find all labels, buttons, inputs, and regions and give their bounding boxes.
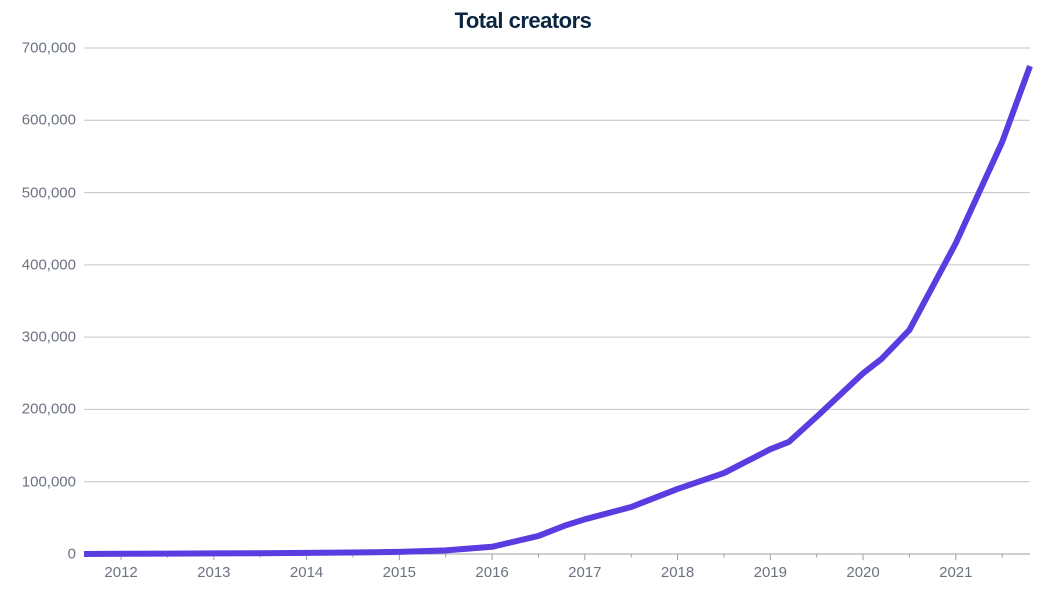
y-tick-label: 700,000: [22, 40, 76, 57]
x-tick-label: 2016: [475, 564, 508, 581]
x-tick-label: 2020: [846, 564, 879, 581]
y-tick-label: 100,000: [22, 473, 76, 490]
chart-container: Total creators 0100,000200,000300,000400…: [0, 0, 1046, 603]
y-tick-label: 200,000: [22, 401, 76, 418]
x-tick-label: 2015: [383, 564, 416, 581]
y-tick-label: 500,000: [22, 184, 76, 201]
chart-title: Total creators: [0, 8, 1046, 34]
x-tick-label: 2019: [754, 564, 787, 581]
plot-area: 0100,000200,000300,000400,000500,000600,…: [84, 48, 1030, 554]
y-tick-label: 300,000: [22, 329, 76, 346]
y-tick-label: 400,000: [22, 256, 76, 273]
x-tick-label: 2012: [104, 564, 137, 581]
x-tick-label: 2014: [290, 564, 323, 581]
x-tick-label: 2018: [661, 564, 694, 581]
y-tick-label: 600,000: [22, 112, 76, 129]
y-tick-label: 0: [68, 546, 76, 563]
axis-labels-layer: 0100,000200,000300,000400,000500,000600,…: [84, 48, 1030, 554]
x-tick-label: 2013: [197, 564, 230, 581]
x-tick-label: 2021: [939, 564, 972, 581]
x-tick-label: 2017: [568, 564, 601, 581]
